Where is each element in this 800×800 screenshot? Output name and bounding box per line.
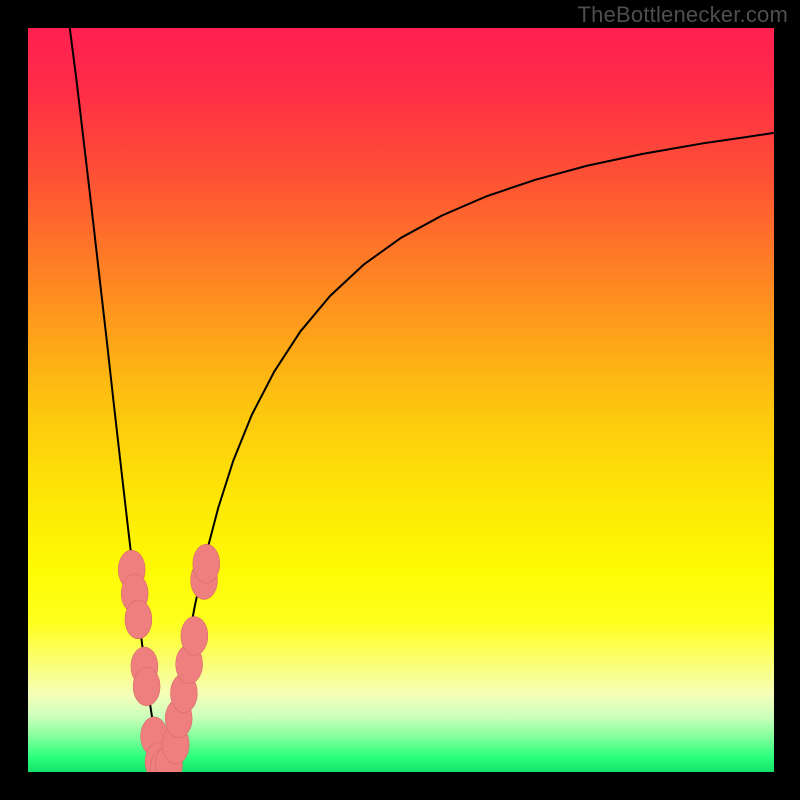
watermark-text: TheBottlenecker.com — [578, 2, 788, 28]
data-marker — [125, 600, 152, 639]
data-marker — [193, 544, 220, 583]
chart-stage: TheBottlenecker.com — [0, 0, 800, 800]
chart-svg — [0, 0, 800, 800]
data-marker — [133, 667, 160, 706]
data-marker — [181, 617, 208, 656]
